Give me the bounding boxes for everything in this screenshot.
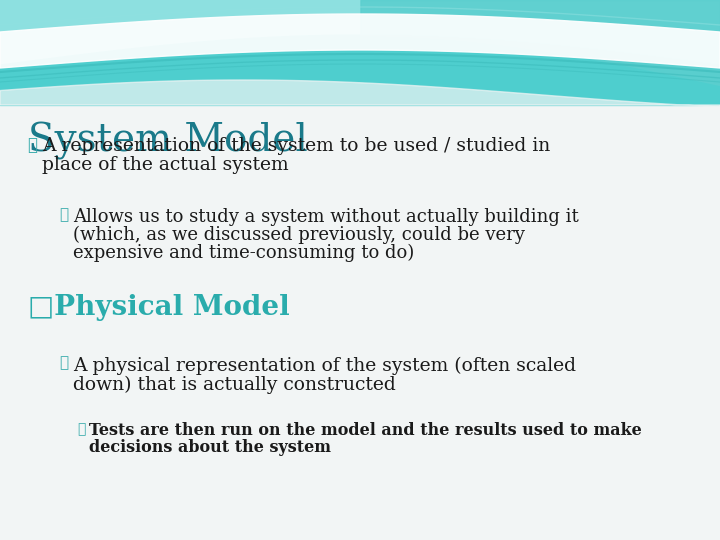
Text: decisions about the system: decisions about the system — [89, 439, 331, 456]
Text: System Model: System Model — [28, 122, 307, 160]
Text: down) that is actually constructed: down) that is actually constructed — [73, 375, 396, 394]
Text: ❧: ❧ — [59, 208, 68, 222]
Text: ❧: ❧ — [27, 137, 37, 153]
Text: (which, as we discussed previously, could be very: (which, as we discussed previously, coul… — [73, 226, 526, 244]
Text: expensive and time-consuming to do): expensive and time-consuming to do) — [73, 244, 415, 262]
Text: ❧: ❧ — [78, 422, 86, 436]
Text: Tests are then run on the model and the results used to make: Tests are then run on the model and the … — [89, 422, 642, 439]
Text: ❧: ❧ — [59, 356, 68, 370]
Text: Allows us to study a system without actually building it: Allows us to study a system without actu… — [73, 208, 579, 226]
Text: place of the actual system: place of the actual system — [42, 156, 289, 174]
Text: A physical representation of the system (often scaled: A physical representation of the system … — [73, 356, 577, 375]
Text: A representation of the system to be used / studied in: A representation of the system to be use… — [42, 137, 550, 154]
Text: □Physical Model: □Physical Model — [28, 294, 289, 321]
